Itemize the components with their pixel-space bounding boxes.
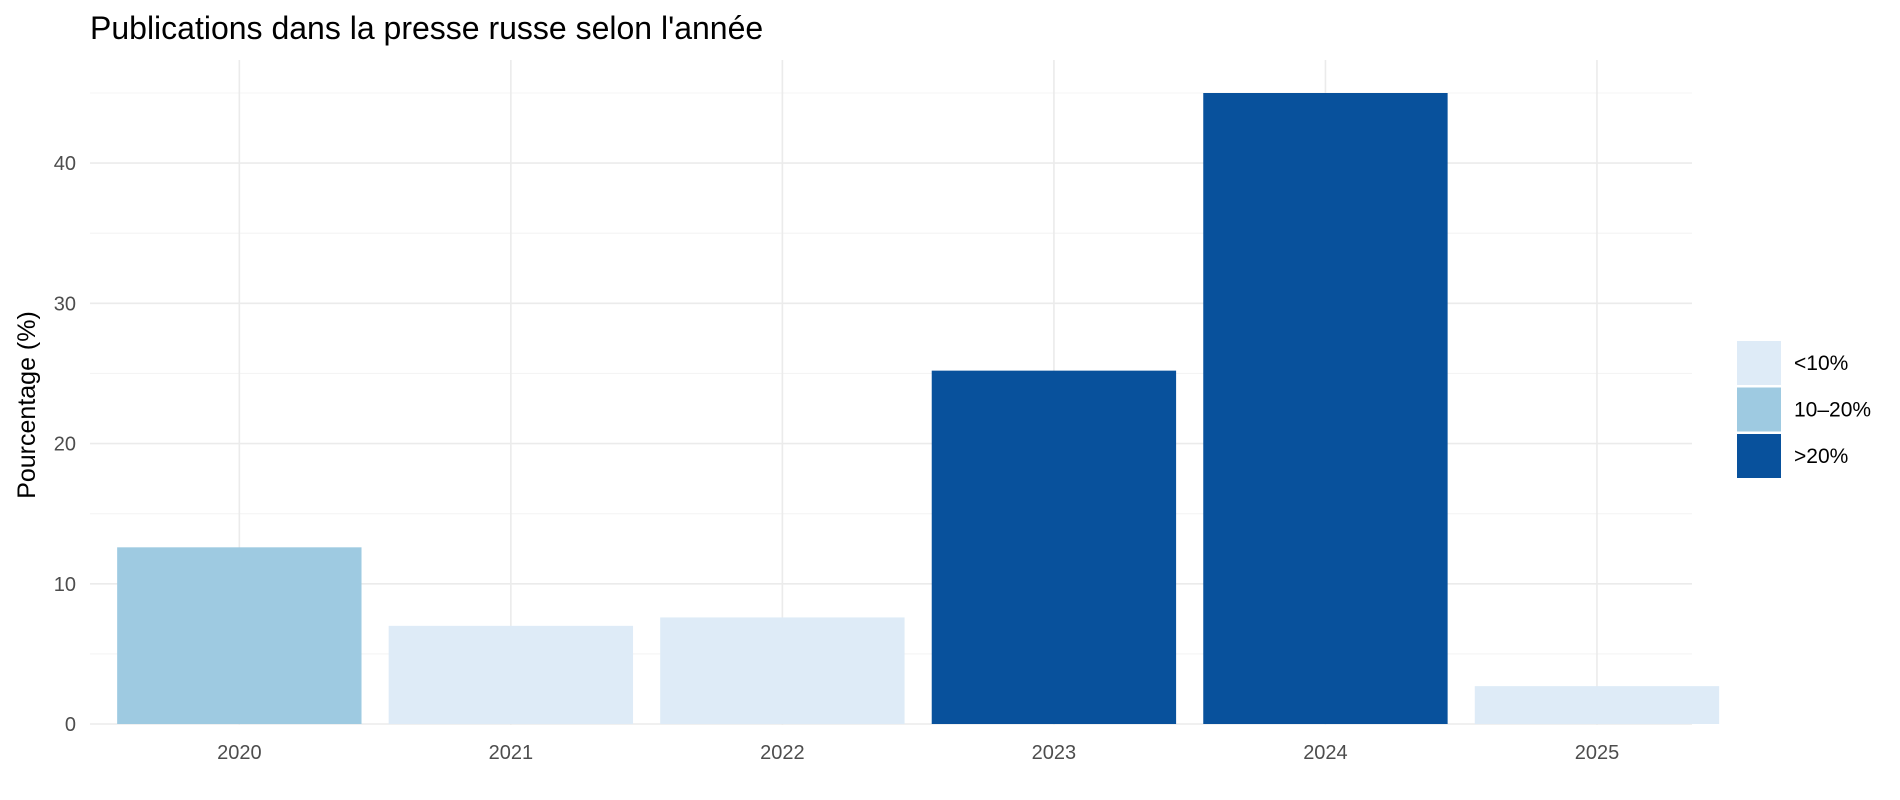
x-tick-label: 2021: [489, 742, 534, 764]
legend-key: [1737, 387, 1781, 432]
bar-2023: [931, 370, 1177, 724]
legend-label: <10%: [1794, 352, 1848, 375]
bars: [117, 93, 1720, 724]
bar-2025: [1474, 686, 1720, 724]
y-axis: 0 10 20 30 40: [54, 153, 76, 736]
bar-2020: [117, 547, 362, 724]
bar-2021: [388, 625, 634, 724]
y-axis-title: Pourcentage (%): [13, 311, 41, 499]
x-tick-label: 2023: [1032, 742, 1077, 764]
legend-label: 10–20%: [1794, 399, 1871, 422]
x-tick-label: 2025: [1575, 742, 1620, 764]
chart-title: Publications dans la presse russe selon …: [90, 10, 763, 46]
legend-key: [1737, 341, 1781, 385]
x-tick-label: 2020: [217, 742, 262, 764]
legend-label: >20%: [1794, 445, 1848, 468]
x-tick-label: 2022: [760, 742, 805, 764]
x-axis: 2020 2021 2022 2023 2024 2025: [217, 742, 1619, 764]
bar-2024: [1203, 93, 1448, 724]
y-tick-label: 0: [65, 714, 76, 736]
x-tick-label: 2024: [1303, 742, 1348, 764]
legend: <10% 10–20% >20%: [1737, 341, 1871, 478]
y-tick-label: 10: [54, 574, 76, 596]
y-tick-label: 30: [54, 293, 76, 315]
bar-2022: [660, 617, 905, 724]
legend-key: [1737, 434, 1781, 478]
y-tick-label: 40: [54, 153, 76, 175]
y-tick-label: 20: [54, 434, 76, 456]
